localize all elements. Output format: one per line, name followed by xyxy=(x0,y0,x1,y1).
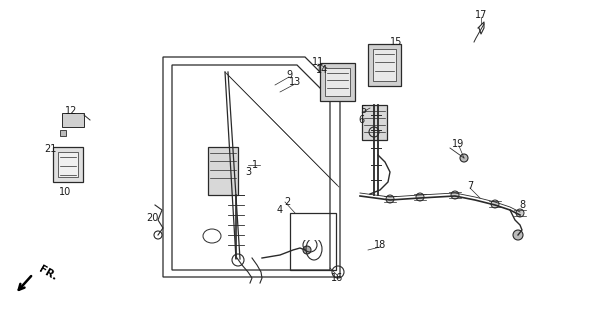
Text: FR.: FR. xyxy=(37,264,59,282)
Text: 19: 19 xyxy=(452,139,464,149)
Text: 8: 8 xyxy=(519,200,525,210)
Text: 15: 15 xyxy=(390,37,402,47)
Circle shape xyxy=(451,191,459,199)
Text: 1: 1 xyxy=(252,160,258,170)
Text: 20: 20 xyxy=(146,213,158,223)
Bar xyxy=(62,113,84,127)
Text: 2: 2 xyxy=(284,197,290,207)
Text: 21: 21 xyxy=(44,144,56,154)
Bar xyxy=(58,152,78,177)
Text: 6: 6 xyxy=(358,115,364,125)
Text: 18: 18 xyxy=(374,240,386,250)
Text: 5: 5 xyxy=(360,105,366,115)
Text: 4: 4 xyxy=(277,205,283,215)
Circle shape xyxy=(303,246,311,254)
Text: 16: 16 xyxy=(331,273,343,283)
Bar xyxy=(60,130,66,136)
Text: 10: 10 xyxy=(59,187,71,197)
Text: 3: 3 xyxy=(245,167,251,177)
Bar xyxy=(325,68,350,96)
Circle shape xyxy=(516,209,524,217)
Circle shape xyxy=(491,200,499,208)
Circle shape xyxy=(386,195,394,203)
Bar xyxy=(373,49,396,81)
Bar xyxy=(53,147,83,182)
Bar xyxy=(320,63,355,101)
Circle shape xyxy=(460,154,468,162)
Bar xyxy=(208,147,238,195)
Text: 12: 12 xyxy=(65,106,77,116)
Circle shape xyxy=(416,193,424,201)
Bar xyxy=(362,105,387,140)
Text: 17: 17 xyxy=(475,10,487,20)
Text: 11: 11 xyxy=(312,57,324,67)
Text: 7: 7 xyxy=(467,181,473,191)
Bar xyxy=(368,44,401,86)
Circle shape xyxy=(513,230,523,240)
Text: 14: 14 xyxy=(316,65,328,75)
Text: 13: 13 xyxy=(289,77,301,87)
Circle shape xyxy=(232,254,244,266)
Text: 9: 9 xyxy=(286,70,292,80)
